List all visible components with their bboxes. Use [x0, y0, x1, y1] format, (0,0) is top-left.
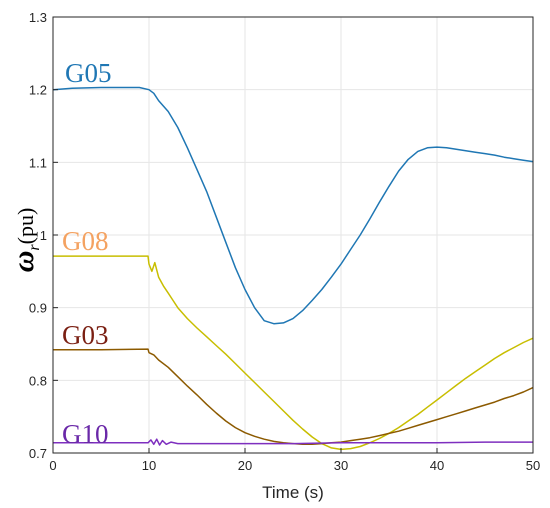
- ticks: 0 10 20 30 40 50 0.7 0.8 0.9 1 1.1 1.2 1.3: [29, 10, 540, 473]
- y-axis-label: ωr(pu): [7, 208, 43, 273]
- grid: [52, 16, 534, 454]
- x-tick-label: 10: [142, 458, 156, 473]
- y-tick-label: 0.7: [29, 446, 47, 461]
- x-tick-label: 0: [49, 458, 56, 473]
- x-tick-label: 40: [430, 458, 444, 473]
- series-lines: [52, 86, 534, 451]
- series-line-g05: [52, 86, 534, 325]
- x-tick-label: 30: [334, 458, 348, 473]
- series-labels: G05 G08 G03 G10: [62, 58, 112, 449]
- y-tick-label: 1.2: [29, 83, 47, 98]
- series-label-g03: G03: [62, 320, 109, 350]
- x-tick-label: 50: [526, 458, 540, 473]
- y-tick-label: 0.8: [29, 373, 47, 388]
- y-tick-label: 1.1: [29, 155, 47, 170]
- y-axis-label-symbol: ω: [7, 251, 40, 273]
- series-label-g05: G05: [65, 58, 112, 88]
- series-line-g08: [53, 255, 534, 451]
- series-line-g10: [53, 438, 533, 446]
- svg-text:ωr(pu): ωr(pu): [7, 208, 43, 273]
- y-axis-label-unit: (pu): [13, 208, 38, 245]
- series-label-g10: G10: [62, 419, 109, 449]
- series-label-g08: G08: [62, 226, 109, 256]
- x-tick-label: 20: [238, 458, 252, 473]
- y-tick-label: 1: [40, 228, 47, 243]
- x-axis-label: Time (s): [262, 483, 324, 502]
- y-axis-label-subscript: r: [26, 244, 43, 251]
- y-tick-label: 0.9: [29, 301, 47, 316]
- y-tick-label: 1.3: [29, 10, 47, 25]
